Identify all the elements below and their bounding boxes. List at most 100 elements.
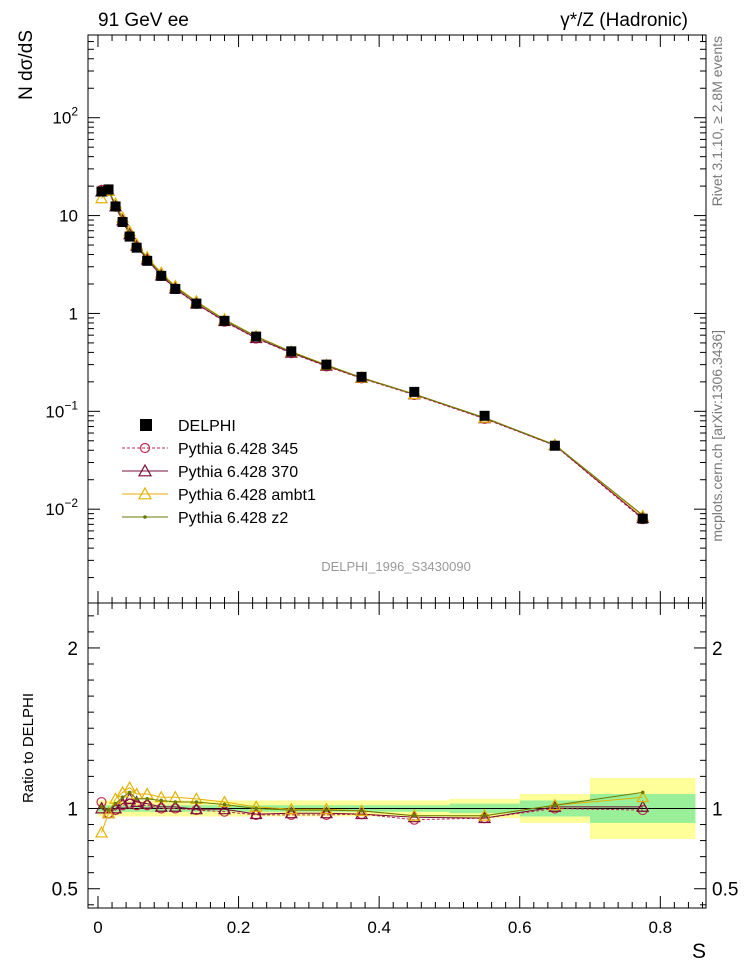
ratio-point-p345 (191, 804, 202, 816)
ratio-point-p370 (355, 807, 369, 820)
legend-item-z2: Pythia 6.428 z2 (122, 510, 288, 527)
legend-label-delphi: DELPHI (178, 418, 236, 435)
main-point-delphi (96, 186, 107, 197)
ratio-point-p370 (140, 796, 154, 809)
main-point-delphi (191, 298, 202, 309)
ratio-point-ambt1 (217, 795, 232, 808)
legend-marker-p370 (137, 463, 153, 477)
legend-item-ambt1: Pythia 6.428 ambt1 (122, 486, 316, 504)
ratio-point-ambt1 (319, 802, 333, 815)
legend-marker-z2 (143, 515, 147, 519)
legend-item-p370: Pythia 6.428 370 (122, 463, 298, 481)
main-plot-panel: 102 10 1 10−1 10−2 DELPHI Pythia 6.428 345 Pyth… (45, 34, 707, 604)
legend-label-p370: Pythia 6.428 370 (178, 464, 298, 481)
legend-label-ambt1: Pythia 6.428 ambt1 (178, 487, 316, 504)
ratio-point-z2 (194, 800, 199, 804)
ratio-point-z2 (324, 808, 329, 812)
legend-item-delphi: DELPHI (140, 418, 236, 435)
legend-marker-delphi (140, 419, 152, 431)
ratio-point-ambt1 (94, 825, 109, 838)
ratio-point-p370 (478, 811, 492, 824)
main-point-delphi (409, 386, 420, 397)
ratio-point-z2 (159, 798, 164, 803)
main-point-delphi (321, 359, 332, 370)
ratio-point-z2 (113, 801, 118, 806)
ratio-point-z2 (106, 808, 111, 812)
ratio-point-z2 (254, 806, 258, 811)
ratio-point-p345 (251, 809, 262, 820)
ratio-point-z2 (134, 797, 139, 801)
ratio-point-p370 (154, 800, 168, 812)
ratio-point-z2 (640, 790, 645, 795)
ratio-point-z2 (99, 805, 104, 809)
header-energy-label: 91 GeV ee (98, 10, 189, 31)
ratio-point-p370 (407, 810, 421, 823)
legend-label-p345: Pythia 6.428 345 (178, 441, 298, 458)
rivet-version-label: Rivet 3.1.10, ≥ 2.8M events (709, 36, 725, 206)
ratio-point-z2 (359, 809, 364, 813)
main-y-tick-label: 10−2 (45, 496, 78, 519)
main-point-ambt1 (94, 191, 109, 204)
ratio-point-z2 (482, 813, 487, 818)
ratio-plot-panel: 0 0.2 0.4 0.6 0.8 2 2 1 1 0.5 0.5 (52, 602, 738, 937)
main-point-delphi (549, 440, 560, 451)
ratio-point-z2 (127, 790, 132, 795)
ratio-point-p370 (548, 800, 562, 812)
ratio-point-z2 (553, 803, 557, 808)
ratio-point-p370 (130, 795, 144, 808)
main-point-delphi (124, 231, 135, 242)
ratio-point-z2 (145, 797, 149, 801)
ratio-point-p370 (284, 806, 298, 819)
main-point-delphi (117, 216, 128, 227)
main-point-delphi (103, 184, 114, 195)
ratio-point-ambt1 (102, 806, 116, 819)
legend-item-p345: Pythia 6.428 345 (122, 441, 298, 458)
x-tick-label: 0.8 (648, 918, 672, 937)
mcplots-source-label: mcplots.cern.ch [arXiv:1306.3436] (709, 330, 725, 542)
ratio-y-tick-label-right: 0.5 (712, 880, 738, 901)
main-y-tick-label: 10 (59, 207, 78, 226)
ratio-y-tick-label: 2 (67, 639, 78, 660)
ratio-frame (87, 602, 707, 909)
ratio-y-tick-label-right: 2 (712, 639, 723, 660)
main-point-delphi (142, 255, 153, 266)
legend-marker-ambt1 (137, 486, 153, 500)
x-tick-label: 0.6 (508, 918, 532, 937)
main-y-tick-label: 1 (69, 304, 78, 323)
legend-marker-p345 (139, 442, 151, 454)
main-y-tick-label: 102 (52, 105, 78, 128)
ratio-point-p370 (189, 802, 203, 815)
ratio-point-p370 (636, 800, 650, 812)
x-tick-label: 0.2 (227, 918, 251, 937)
ratio-point-p370 (249, 807, 263, 820)
ratio-point-ambt1 (636, 790, 650, 803)
ratio-y-axis-label: Ratio to DELPHI (20, 693, 37, 803)
ratio-point-z2 (173, 800, 178, 804)
ratio-point-p370 (319, 806, 333, 819)
x-axis-label: S (692, 940, 706, 963)
main-point-delphi (251, 331, 262, 342)
main-point-delphi (479, 410, 490, 421)
x-tick-label: 0 (93, 918, 102, 937)
header-process-label: γ*/Z (Hadronic) (560, 10, 688, 31)
ratio-point-ambt1 (284, 802, 298, 815)
legend-label-z2: Pythia 6.428 z2 (178, 510, 288, 527)
ratio-point-z2 (289, 808, 294, 812)
ratio-y-tick-label: 0.5 (52, 880, 78, 901)
ratio-point-z2 (412, 813, 417, 818)
ratio-point-p370 (217, 802, 232, 815)
main-point-delphi (110, 201, 121, 212)
main-point-delphi (170, 283, 181, 294)
ratio-y-tick-label: 1 (67, 799, 78, 820)
ratio-point-ambt1 (249, 800, 263, 812)
ratio-point-p370 (168, 800, 182, 812)
main-point-delphi (637, 513, 648, 524)
main-point-delphi (131, 242, 142, 253)
main-point-delphi (286, 346, 297, 357)
ratio-point-z2 (120, 795, 125, 800)
main-point-delphi (219, 315, 230, 326)
main-point-delphi (356, 371, 367, 382)
x-tick-label: 0.4 (367, 918, 391, 937)
main-y-axis-label: N dσ/dS (16, 30, 37, 100)
